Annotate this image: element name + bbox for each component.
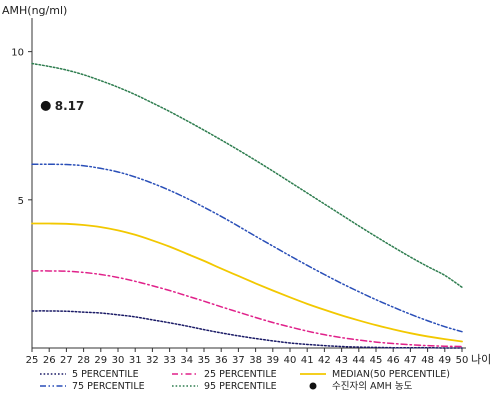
x-tick-label: 43: [335, 355, 348, 366]
x-tick-label: 49: [438, 355, 451, 366]
x-axis-label: 나이: [471, 353, 491, 366]
y-axis-label: AMH(ng/ml): [2, 4, 67, 17]
points-layer: 8.17: [40, 99, 85, 113]
x-tick-label: 41: [301, 355, 314, 366]
legend-item: 5 PERCENTILE: [40, 369, 139, 380]
x-tick-label: 31: [129, 355, 142, 366]
series-line-1: [31, 310, 463, 349]
x-tick-label: 46: [387, 355, 400, 366]
series-layer: [31, 62, 463, 349]
x-tick-label: 35: [198, 355, 211, 366]
series-line-4: [31, 163, 463, 333]
legend: 5 PERCENTILE 25 PERCENTILE MEDIAN(50 PERCE…: [40, 369, 450, 392]
legend-label: 25 PERCENTILE: [204, 369, 277, 380]
series-line-2: [31, 270, 463, 348]
series-line-3: [31, 222, 463, 343]
x-tick-label: 45: [370, 355, 383, 366]
legend-item: 75 PERCENTILE: [40, 381, 145, 392]
legend-label: 95 PERCENTILE: [204, 381, 277, 392]
x-tick-label: 50: [456, 355, 469, 366]
legend-item: 25 PERCENTILE: [172, 369, 277, 380]
axes: 5 10 25 26 27 28 29 30 31 32 33 34 35 36 37 38 39 40 41 42 4…: [11, 18, 468, 366]
y-tick-label: 5: [18, 196, 24, 207]
x-tick-label: 44: [352, 355, 365, 366]
legend-label: MEDIAN(50 PERCENTILE): [332, 369, 450, 380]
x-tick-label: 37: [232, 355, 245, 366]
x-tick-label: 33: [163, 355, 176, 366]
x-tick-label: 27: [60, 355, 73, 366]
y-tick-label: 10: [11, 48, 24, 59]
legend-point-swatch: [309, 382, 317, 390]
x-tick-label: 25: [26, 355, 39, 366]
x-tick-label: 47: [404, 355, 417, 366]
x-tick-label: 36: [215, 355, 228, 366]
x-tick-label: 48: [421, 355, 434, 366]
x-tick-label: 26: [43, 355, 56, 366]
legend-item: 수진자의 AMH 농도: [309, 381, 413, 392]
x-tick-label: 32: [146, 355, 159, 366]
x-tick-label: 39: [266, 355, 279, 366]
legend-label: 수진자의 AMH 농도: [332, 381, 413, 392]
legend-item: MEDIAN(50 PERCENTILE): [300, 369, 450, 380]
amh-point: [40, 100, 51, 111]
x-tick-label: 29: [94, 355, 107, 366]
x-tick-label: 42: [318, 355, 331, 366]
x-tick-label: 28: [77, 355, 90, 366]
x-tick-label: 34: [180, 355, 193, 366]
x-tick-label: 38: [249, 355, 262, 366]
amh-point-label: 8.17: [55, 99, 85, 113]
x-tick-label: 30: [112, 355, 125, 366]
series-line-5: [31, 62, 463, 288]
x-tick-label: 40: [284, 355, 297, 366]
legend-item: 95 PERCENTILE: [172, 381, 277, 392]
legend-label: 5 PERCENTILE: [72, 369, 139, 380]
legend-label: 75 PERCENTILE: [72, 381, 145, 392]
